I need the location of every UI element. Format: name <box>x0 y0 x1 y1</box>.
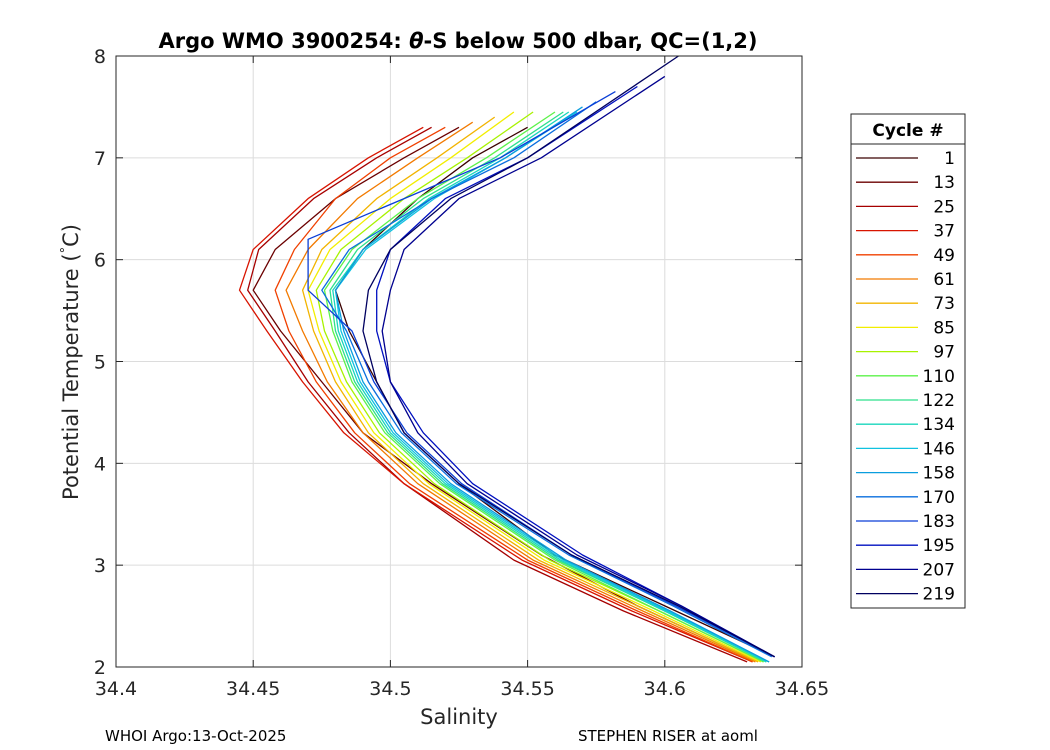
series-lines <box>238 55 775 663</box>
series-line-cycle-122 <box>329 111 767 663</box>
legend-label-cycle-195: 195 <box>923 536 955 556</box>
legend-label-cycle-13: 13 <box>933 173 955 193</box>
axis-ticks: 34.4 34.45 34.5 34.55 34.6 34.65 2 3 4 5 6 7 8 <box>94 46 829 700</box>
legend-label-cycle-110: 110 <box>923 367 955 387</box>
legend-label-cycle-61: 61 <box>933 270 955 290</box>
y-tick-label: 6 <box>94 250 106 272</box>
legend-label-cycle-158: 158 <box>923 464 955 484</box>
legend-label-cycle-122: 122 <box>923 391 955 411</box>
series-line-cycle-134 <box>332 111 767 663</box>
series-line-cycle-219 <box>362 55 775 658</box>
x-tick-label: 34.65 <box>775 678 829 700</box>
series-line-cycle-85 <box>307 111 762 663</box>
y-tick-label: 2 <box>94 657 106 679</box>
x-tick-label: 34.45 <box>226 678 280 700</box>
y-tick-label: 5 <box>94 352 106 374</box>
series-line-cycle-110 <box>323 111 764 663</box>
legend-title: Cycle # <box>872 121 943 141</box>
y-tick-label: 3 <box>94 555 106 577</box>
legend-label-cycle-134: 134 <box>923 415 955 435</box>
legend-label-cycle-97: 97 <box>933 343 955 363</box>
footer-credit-left: WHOI Argo:13-Oct-2025 <box>105 727 286 745</box>
y-tick-label: 7 <box>94 148 106 170</box>
footer-credit-right: STEPHEN RISER at aoml <box>578 727 758 745</box>
series-line-cycle-195 <box>376 85 775 658</box>
y-axis-label: Potential Temperature (°C) <box>59 224 83 500</box>
legend-label-cycle-25: 25 <box>933 197 955 217</box>
legend-label-cycle-207: 207 <box>923 560 955 580</box>
legend-label-cycle-219: 219 <box>923 585 955 605</box>
x-tick-label: 34.55 <box>500 678 554 700</box>
series-line-cycle-97 <box>315 111 764 663</box>
y-tick-label: 4 <box>94 453 106 475</box>
x-axis-label: Salinity <box>420 705 498 729</box>
chart-title: Argo WMO 3900254: θ-S below 500 dbar, QC… <box>158 29 757 53</box>
y-tick-label: 8 <box>94 46 106 68</box>
legend-label-cycle-85: 85 <box>933 318 955 338</box>
series-line-cycle-37 <box>238 126 753 663</box>
series-line-cycle-61 <box>285 121 756 663</box>
legend-label-cycle-49: 49 <box>933 246 955 266</box>
x-tick-label: 34.6 <box>644 678 686 700</box>
series-line-cycle-25 <box>247 126 748 663</box>
series-line-cycle-49 <box>274 126 753 663</box>
x-tick-label: 34.4 <box>95 678 137 700</box>
legend-label-cycle-1: 1 <box>944 149 955 169</box>
legend-label-cycle-183: 183 <box>923 512 955 532</box>
x-tick-label: 34.5 <box>369 678 411 700</box>
legend-label-cycle-170: 170 <box>923 488 955 508</box>
series-line-cycle-207 <box>381 75 775 658</box>
legend-label-cycle-73: 73 <box>933 294 955 314</box>
legend-label-cycle-146: 146 <box>923 439 955 459</box>
legend-label-cycle-37: 37 <box>933 222 955 242</box>
series-line-cycle-73 <box>301 116 759 663</box>
legend-box <box>850 113 966 609</box>
legend: Cycle # 1 13 25 37 49 61 73 85 97 110 122 134 146 158… <box>850 113 966 609</box>
series-line-cycle-170 <box>321 101 773 658</box>
